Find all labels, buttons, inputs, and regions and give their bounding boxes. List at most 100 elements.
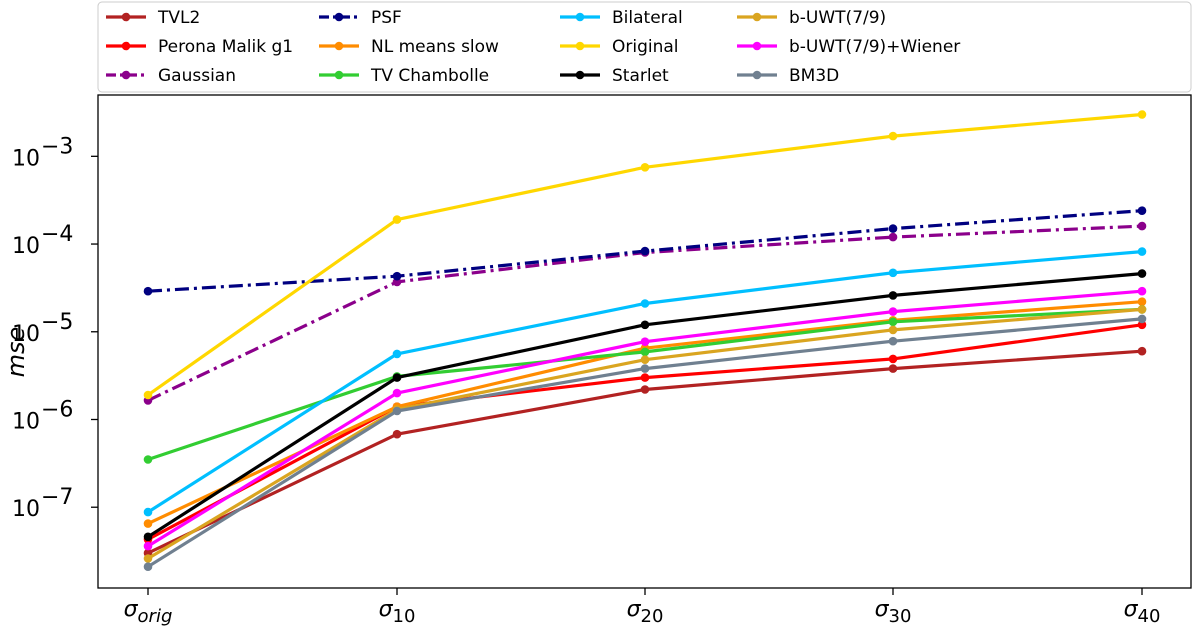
x-tick-base: σ bbox=[1124, 597, 1139, 622]
series-bilateral bbox=[143, 247, 1147, 517]
data-point bbox=[392, 388, 402, 398]
legend-swatch-marker bbox=[334, 41, 344, 51]
legend-swatch-marker bbox=[575, 12, 585, 22]
legend-item: Gaussian bbox=[106, 66, 236, 86]
data-point bbox=[1137, 346, 1147, 356]
legend-label: PSF bbox=[371, 8, 402, 28]
data-point bbox=[392, 271, 402, 281]
data-point bbox=[143, 507, 153, 517]
legend-label: Original bbox=[612, 37, 679, 57]
legend-label: TVL2 bbox=[157, 8, 200, 28]
data-point bbox=[143, 519, 153, 528]
data-point bbox=[392, 215, 402, 224]
legend-label: b-UWT(7/9) bbox=[789, 8, 886, 28]
series-psf bbox=[143, 206, 1147, 296]
legend: TVL2 Perona Malik g1 Gaussian PSF NL means s… bbox=[97, 1, 1192, 93]
data-point bbox=[1137, 247, 1147, 256]
series-original bbox=[143, 110, 1147, 400]
legend-item: Perona Malik g1 bbox=[106, 37, 293, 57]
x-tick-base: σ bbox=[379, 597, 394, 622]
x-tick-base: σ bbox=[124, 597, 139, 622]
legend-item: Original bbox=[560, 37, 679, 57]
data-point bbox=[640, 299, 650, 308]
data-point bbox=[1137, 305, 1147, 314]
legend-item: Starlet bbox=[560, 66, 669, 86]
data-point bbox=[640, 364, 650, 373]
data-point bbox=[1137, 206, 1147, 215]
data-point bbox=[1137, 314, 1147, 324]
legend-swatch-marker bbox=[752, 12, 762, 22]
x-tick-label: σ20 bbox=[627, 597, 664, 627]
x-tick-base: σ bbox=[875, 597, 890, 622]
x-tick-subscript: 40 bbox=[1138, 606, 1161, 627]
y-tick-label: 10 bbox=[12, 322, 40, 347]
data-point bbox=[888, 336, 898, 346]
series-b-uwt-7-9-wiener bbox=[143, 286, 1147, 551]
data-point bbox=[888, 268, 898, 278]
data-point bbox=[1137, 286, 1147, 296]
data-point bbox=[640, 373, 650, 382]
y-tick-exponent: −6 bbox=[41, 397, 73, 422]
x-tick-subscript: 20 bbox=[641, 606, 664, 627]
legend-swatch-marker bbox=[752, 70, 762, 80]
y-tick-label: 10 bbox=[12, 146, 40, 171]
legend-item: PSF bbox=[319, 8, 402, 28]
data-point bbox=[888, 325, 898, 335]
x-tick-subscript: orig bbox=[138, 606, 173, 627]
legend-item: b-UWT(7/9)+Wiener bbox=[737, 37, 960, 57]
legend-label: b-UWT(7/9)+Wiener bbox=[789, 37, 960, 57]
legend-swatch-marker bbox=[121, 41, 131, 51]
data-point bbox=[1137, 320, 1147, 330]
y-tick-exponent: −5 bbox=[41, 310, 73, 335]
x-tick-label: σorig bbox=[124, 597, 173, 627]
x-axis: σorig σ10 σ20 σ30 σ40 bbox=[124, 588, 1161, 627]
legend-label: Bilateral bbox=[612, 8, 683, 28]
data-point bbox=[143, 532, 153, 542]
data-point bbox=[1137, 221, 1147, 231]
legend-item: NL means slow bbox=[319, 37, 499, 57]
legend-item: b-UWT(7/9) bbox=[737, 8, 886, 28]
data-point bbox=[888, 131, 898, 141]
y-axis: 10−710−610−510−410−3 bbox=[12, 134, 98, 522]
series-bm3d bbox=[143, 314, 1147, 571]
data-point bbox=[640, 355, 650, 365]
data-point bbox=[143, 562, 153, 571]
x-tick-subscript: 30 bbox=[889, 606, 912, 627]
series-tvl2 bbox=[143, 346, 1147, 558]
series-layer bbox=[143, 110, 1147, 571]
legend-label: BM3D bbox=[789, 66, 839, 86]
data-point bbox=[392, 349, 402, 359]
data-point bbox=[888, 354, 898, 364]
x-tick-subscript: 10 bbox=[393, 606, 416, 627]
data-point bbox=[640, 246, 650, 256]
legend-item: TV Chambolle bbox=[319, 66, 489, 86]
data-point bbox=[392, 406, 402, 416]
series-starlet bbox=[143, 269, 1147, 542]
y-tick-exponent: −3 bbox=[41, 134, 73, 159]
x-tick-base: σ bbox=[627, 597, 642, 622]
legend-swatch-marker bbox=[334, 70, 344, 80]
data-point bbox=[640, 347, 650, 357]
x-tick-label: σ10 bbox=[379, 597, 416, 627]
data-point bbox=[888, 224, 898, 233]
data-point bbox=[392, 373, 402, 382]
data-point bbox=[888, 291, 898, 300]
legend-swatch-marker bbox=[334, 12, 344, 22]
legend-label: Starlet bbox=[612, 66, 669, 86]
legend-item: TVL2 bbox=[106, 8, 200, 28]
y-tick-exponent: −7 bbox=[41, 485, 73, 510]
y-tick-label: 10 bbox=[12, 234, 40, 259]
data-point bbox=[640, 163, 650, 172]
x-tick-label: σ40 bbox=[1124, 597, 1161, 627]
x-tick-label: σ30 bbox=[875, 597, 912, 627]
y-tick-exponent: −4 bbox=[41, 222, 73, 247]
data-point bbox=[640, 320, 650, 330]
legend-item: Bilateral bbox=[560, 8, 683, 28]
y-tick-label: 10 bbox=[12, 409, 40, 434]
data-point bbox=[640, 385, 650, 394]
data-point bbox=[1137, 110, 1147, 119]
data-point bbox=[143, 455, 153, 464]
legend-swatch-marker bbox=[575, 70, 585, 80]
legend-swatch-marker bbox=[752, 41, 762, 51]
